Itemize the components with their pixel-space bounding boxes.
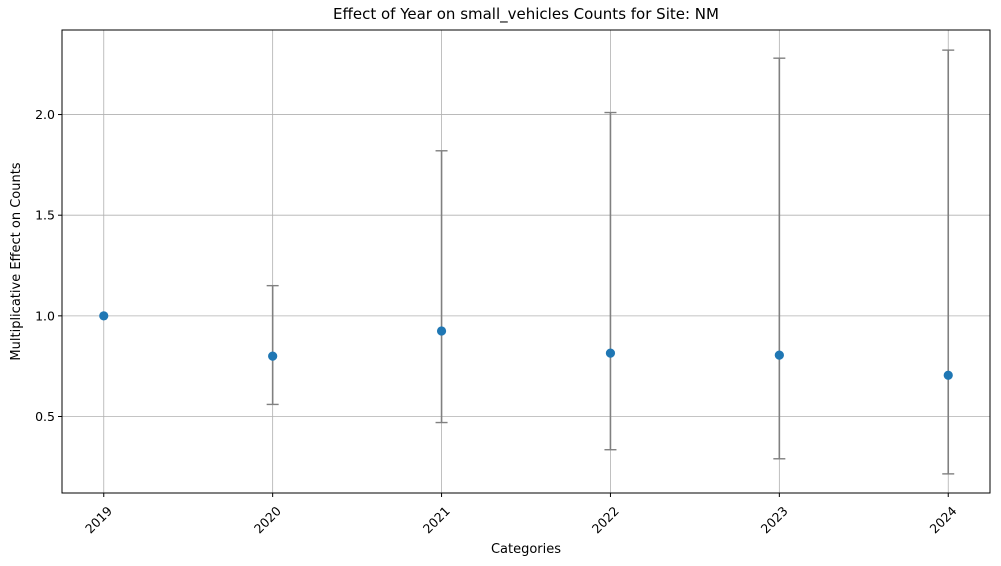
plot-area-frame bbox=[61, 29, 991, 494]
chart-title: Effect of Year on small_vehicles Counts … bbox=[333, 5, 719, 24]
x-axis-label: Categories bbox=[491, 542, 561, 557]
x-axis: 2019 2020 2021 2022 2023 2024 bbox=[82, 493, 960, 536]
x-tick-label: 2022 bbox=[589, 503, 622, 536]
y-axis-label: Multiplicative Effect on Counts bbox=[9, 162, 24, 360]
data-point bbox=[605, 348, 616, 358]
data-point bbox=[99, 311, 109, 321]
y-tick-label: 1.0 bbox=[35, 308, 55, 323]
x-tick-label: 2019 bbox=[82, 503, 115, 536]
y-axis: 0.5 1.0 1.5 2.0 bbox=[35, 107, 62, 424]
y-tick-label: 2.0 bbox=[35, 107, 55, 122]
data-points bbox=[99, 311, 953, 380]
grid bbox=[62, 30, 990, 493]
data-point bbox=[436, 326, 447, 336]
x-tick-label: 2023 bbox=[758, 503, 791, 536]
error-bars bbox=[266, 49, 955, 475]
x-tick-label: 2024 bbox=[927, 503, 960, 536]
x-tick-label: 2020 bbox=[251, 503, 284, 536]
data-point bbox=[943, 370, 953, 380]
data-point bbox=[774, 350, 784, 360]
data-point bbox=[268, 351, 278, 361]
x-tick-label: 2021 bbox=[420, 503, 453, 536]
y-tick-label: 0.5 bbox=[35, 409, 55, 424]
y-tick-label: 1.5 bbox=[35, 208, 55, 223]
